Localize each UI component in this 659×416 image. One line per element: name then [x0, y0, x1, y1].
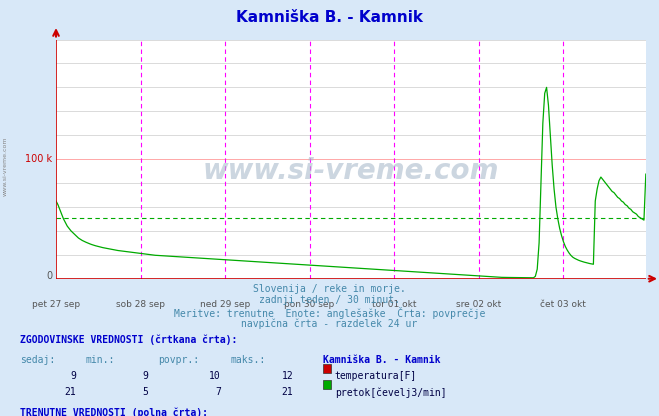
Text: TRENUTNE VREDNOSTI (polna črta):: TRENUTNE VREDNOSTI (polna črta):	[20, 407, 208, 416]
Text: tor 01 okt: tor 01 okt	[372, 300, 416, 309]
Text: sedaj:: sedaj:	[20, 355, 55, 365]
Text: sob 28 sep: sob 28 sep	[116, 300, 165, 309]
Text: 21: 21	[64, 387, 76, 397]
Text: 9: 9	[70, 371, 76, 381]
Text: pretok[čevelj3/min]: pretok[čevelj3/min]	[335, 387, 446, 398]
Text: temperatura[F]: temperatura[F]	[335, 371, 417, 381]
Text: www.si-vreme.com: www.si-vreme.com	[203, 157, 499, 185]
Text: 12: 12	[281, 371, 293, 381]
Text: 21: 21	[281, 387, 293, 397]
Text: 7: 7	[215, 387, 221, 397]
Text: 0: 0	[46, 271, 53, 281]
Text: pon 30 sep: pon 30 sep	[285, 300, 335, 309]
Text: sre 02 okt: sre 02 okt	[456, 300, 501, 309]
Text: čet 03 okt: čet 03 okt	[540, 300, 586, 309]
Text: Slovenija / reke in morje.: Slovenija / reke in morje.	[253, 284, 406, 294]
Text: pet 27 sep: pet 27 sep	[32, 300, 80, 309]
Text: 9: 9	[142, 371, 148, 381]
Text: www.si-vreme.com: www.si-vreme.com	[3, 136, 8, 196]
Text: Meritve: trenutne  Enote: anglešaške  Črta: povprečje: Meritve: trenutne Enote: anglešaške Črta…	[174, 307, 485, 319]
Text: navpična črta - razdelek 24 ur: navpična črta - razdelek 24 ur	[241, 319, 418, 329]
Text: povpr.:: povpr.:	[158, 355, 199, 365]
Text: ned 29 sep: ned 29 sep	[200, 300, 250, 309]
Text: Kamniška B. - Kamnik: Kamniška B. - Kamnik	[236, 10, 423, 25]
Text: maks.:: maks.:	[231, 355, 266, 365]
Text: 5: 5	[142, 387, 148, 397]
Text: Kamniška B. - Kamnik: Kamniška B. - Kamnik	[323, 355, 440, 365]
Text: 100 k: 100 k	[25, 154, 53, 164]
Text: ZGODOVINSKE VREDNOSTI (črtkana črta):: ZGODOVINSKE VREDNOSTI (črtkana črta):	[20, 335, 237, 345]
Text: min.:: min.:	[86, 355, 115, 365]
Text: zadnji teden / 30 minut.: zadnji teden / 30 minut.	[259, 295, 400, 305]
Text: 10: 10	[209, 371, 221, 381]
